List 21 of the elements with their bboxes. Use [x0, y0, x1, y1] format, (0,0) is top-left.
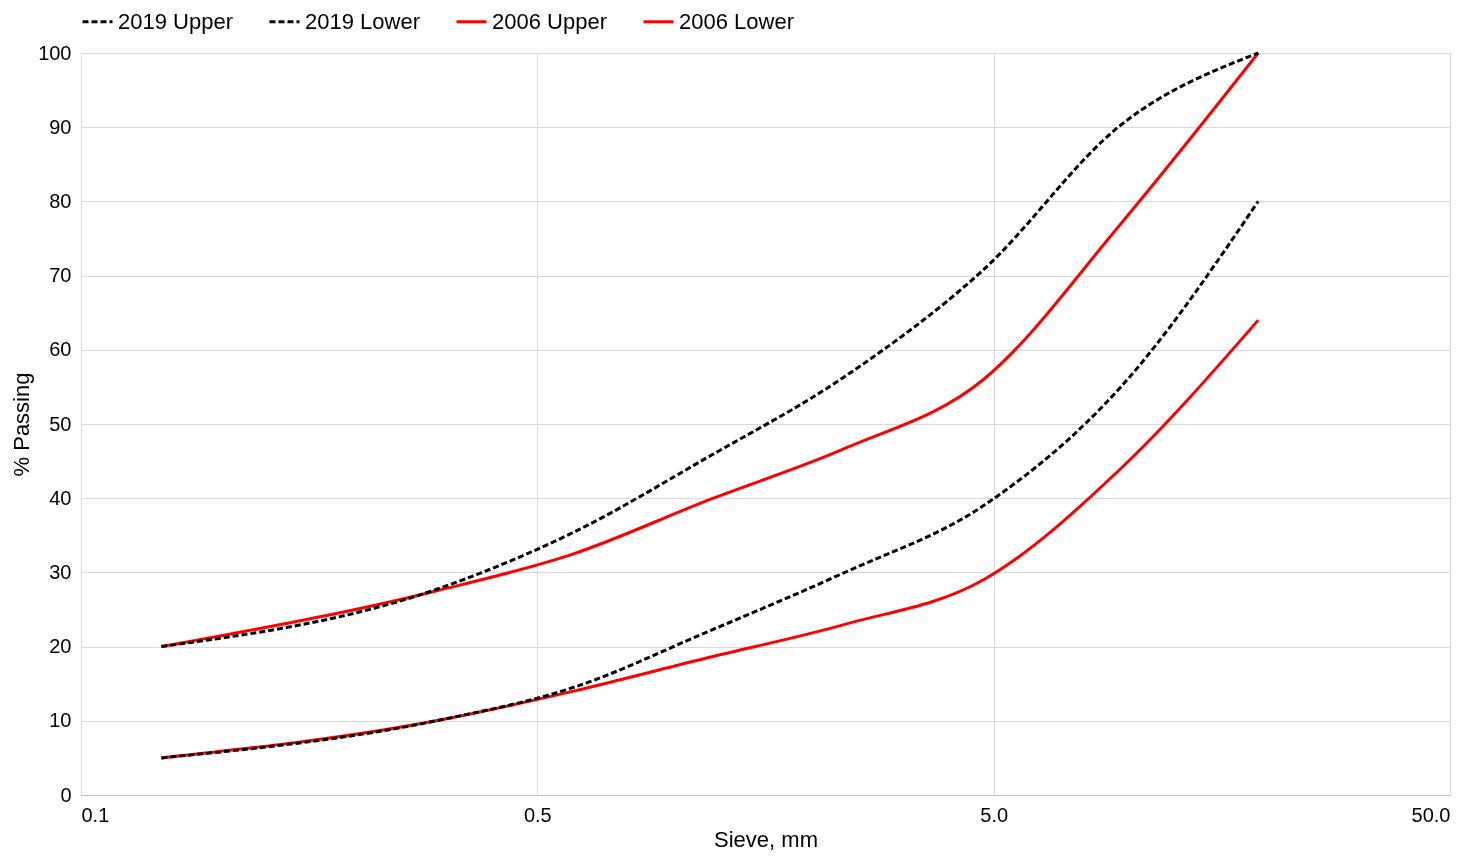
- y-tick-label: 70: [49, 264, 72, 287]
- y-tick-label: 40: [49, 486, 72, 509]
- x-tick-label: 5.0: [980, 803, 1009, 826]
- y-tick-label: 30: [49, 560, 72, 583]
- x-axis-title: Sieve, mm: [714, 826, 818, 852]
- legend-label: 2019 Lower: [305, 8, 420, 34]
- x-tick-label: 0.1: [81, 803, 110, 826]
- y-tick-label: 0: [60, 783, 72, 806]
- legend-label: 2006 Upper: [492, 8, 607, 34]
- y-tick-label: 20: [49, 635, 72, 658]
- y-tick-label: 90: [49, 115, 72, 138]
- y-tick-label: 10: [49, 709, 72, 732]
- y-tick-label: 60: [49, 338, 72, 361]
- y-tick-label: 80: [49, 189, 72, 212]
- x-tick-label: 0.5: [523, 803, 552, 826]
- legend-label: 2006 Lower: [679, 8, 794, 34]
- y-tick-label: 100: [38, 41, 72, 64]
- y-axis-title: % Passing: [9, 372, 35, 477]
- legend-label: 2019 Upper: [118, 8, 233, 34]
- y-tick-label: 50: [49, 412, 72, 435]
- x-tick-label: 50.0: [1411, 803, 1451, 826]
